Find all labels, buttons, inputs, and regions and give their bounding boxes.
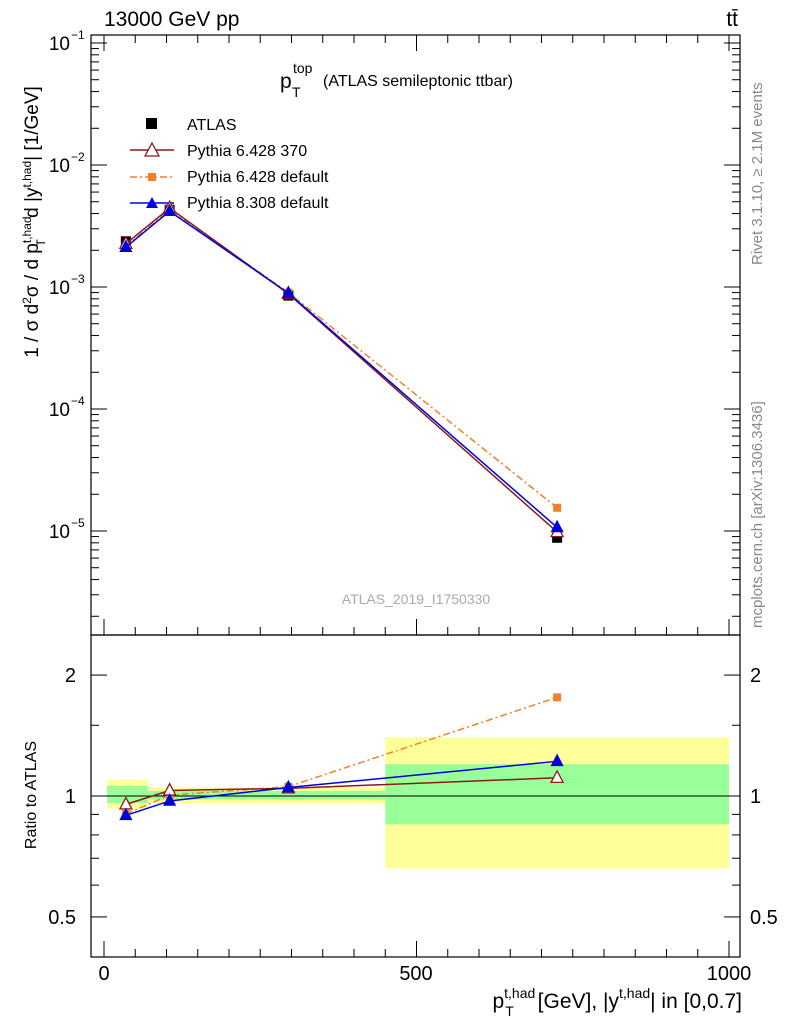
ratio-band-inner	[107, 785, 148, 804]
svg-text:−2: −2	[71, 150, 85, 164]
data-point-pythia-8-308-default	[163, 203, 177, 217]
legend-label-pythia6-default: Pythia 6.428 default	[187, 169, 329, 186]
ratio-point-pythia-8-308-default	[550, 753, 564, 767]
ratio-line-pythia-6-428-370	[125, 777, 558, 806]
series-pythia-6-428-370	[118, 199, 565, 538]
series-line-pythia-6-428-default	[125, 208, 558, 509]
svg-text:top: top	[293, 60, 313, 76]
main-yaxis-title: 1 / σ d2σ / d pt,hadT d |yt,had| [1/GeV]	[20, 86, 48, 358]
xaxis-ticks	[103, 35, 730, 957]
svg-text:10: 10	[49, 278, 70, 299]
ratio-point-pythia-8-308-default	[163, 793, 177, 806]
main-yaxis-ticks	[91, 42, 740, 617]
ratio-series-pythia-8-308-default	[119, 753, 564, 821]
main-ytick-label: 10 −4	[49, 394, 85, 421]
xtick-label: 1000	[707, 963, 752, 985]
main-data-layer	[118, 199, 565, 543]
ratio-band-inner	[147, 790, 386, 800]
legend-marker-pythia8-default	[146, 197, 158, 208]
data-point-pythia-8-308-default	[550, 519, 564, 533]
xaxis-title: pt,had T [GeV], |yt,had| in [0,0.7]	[492, 985, 742, 1019]
legend-marker-pythia6-default	[148, 173, 156, 181]
series-line-pythia-8-308-default	[125, 210, 558, 528]
rivet-version-label: Rivet 3.1.10, ≥ 2.1M events	[749, 83, 766, 266]
series-atlas	[120, 204, 563, 543]
ratio-point-pythia-8-308-default	[281, 779, 295, 793]
main-ytick-label: 10 −1	[49, 28, 85, 55]
beam-label: 13000 GeV pp	[104, 8, 239, 31]
ratio-bands	[91, 737, 740, 869]
data-point-atlas	[552, 532, 563, 543]
svg-text:T: T	[292, 84, 301, 100]
ratio-ytick-label-right: 1	[750, 786, 761, 808]
svg-text:−5: −5	[71, 516, 85, 530]
ratio-point-pythia-6-428-default	[553, 693, 562, 702]
ratio-yaxis-title: Ratio to ATLAS	[23, 741, 40, 849]
ratio-ytick-label: 1	[65, 786, 76, 808]
svg-text:10: 10	[49, 522, 70, 543]
ratio-ytick-label: 2	[65, 665, 76, 687]
svg-text:−4: −4	[71, 394, 85, 408]
main-ytick-label: 10 −5	[49, 516, 85, 543]
svg-text:10: 10	[49, 400, 70, 421]
series-line-pythia-6-428-370	[125, 207, 558, 533]
xtick-label: 0	[98, 963, 109, 985]
process-label: tt̄	[726, 8, 738, 31]
ratio-ytick-label-right: 2	[750, 665, 761, 687]
svg-text:−1: −1	[71, 28, 85, 42]
legend: ATLAS Pythia 6.428 370 Pythia 6.428 defa…	[130, 117, 329, 212]
ratio-line-pythia-6-428-default	[125, 696, 558, 815]
ratio-data-layer	[118, 693, 565, 821]
data-point-pythia-8-308-default	[119, 239, 133, 253]
series-pythia-6-428-default	[121, 205, 562, 512]
legend-marker-atlas	[146, 118, 157, 129]
ratio-point-pythia-8-308-default	[119, 807, 133, 821]
svg-text:−3: −3	[71, 272, 85, 286]
data-point-pythia-8-308-default	[281, 285, 295, 299]
main-ytick-label: 10 −3	[49, 272, 85, 299]
analysis-watermark: ATLAS_2019_I1750330	[342, 591, 491, 607]
xtick-label: 500	[399, 963, 432, 985]
data-point-pythia-6-428-default	[553, 503, 562, 512]
series-pythia-8-308-default	[119, 203, 564, 533]
svg-text:10: 10	[49, 34, 70, 55]
ratio-yaxis-ticks	[91, 674, 740, 918]
mcplots-label: mcplots.cern.ch [arXiv:1306.3436]	[749, 401, 766, 628]
main-ytick-label: 10 −2	[49, 150, 85, 177]
svg-text:p: p	[280, 70, 292, 93]
ratio-point-pythia-6-428-370	[550, 769, 565, 784]
ratio-ytick-label-right: 0.5	[750, 907, 778, 929]
legend-marker-pythia6-370	[143, 141, 161, 157]
legend-label-pythia8-default: Pythia 8.308 default	[187, 195, 329, 212]
plot-title: p top T (ATLAS semileptonic ttbar)	[280, 60, 513, 100]
legend-label-pythia6-370: Pythia 6.428 370	[187, 143, 307, 160]
legend-label-atlas: ATLAS	[187, 117, 237, 134]
svg-text:(ATLAS semileptonic ttbar): (ATLAS semileptonic ttbar)	[323, 73, 513, 90]
svg-text:10: 10	[49, 156, 70, 177]
ratio-ytick-label: 0.5	[48, 907, 76, 929]
ratio-line-pythia-8-308-default	[125, 760, 558, 817]
